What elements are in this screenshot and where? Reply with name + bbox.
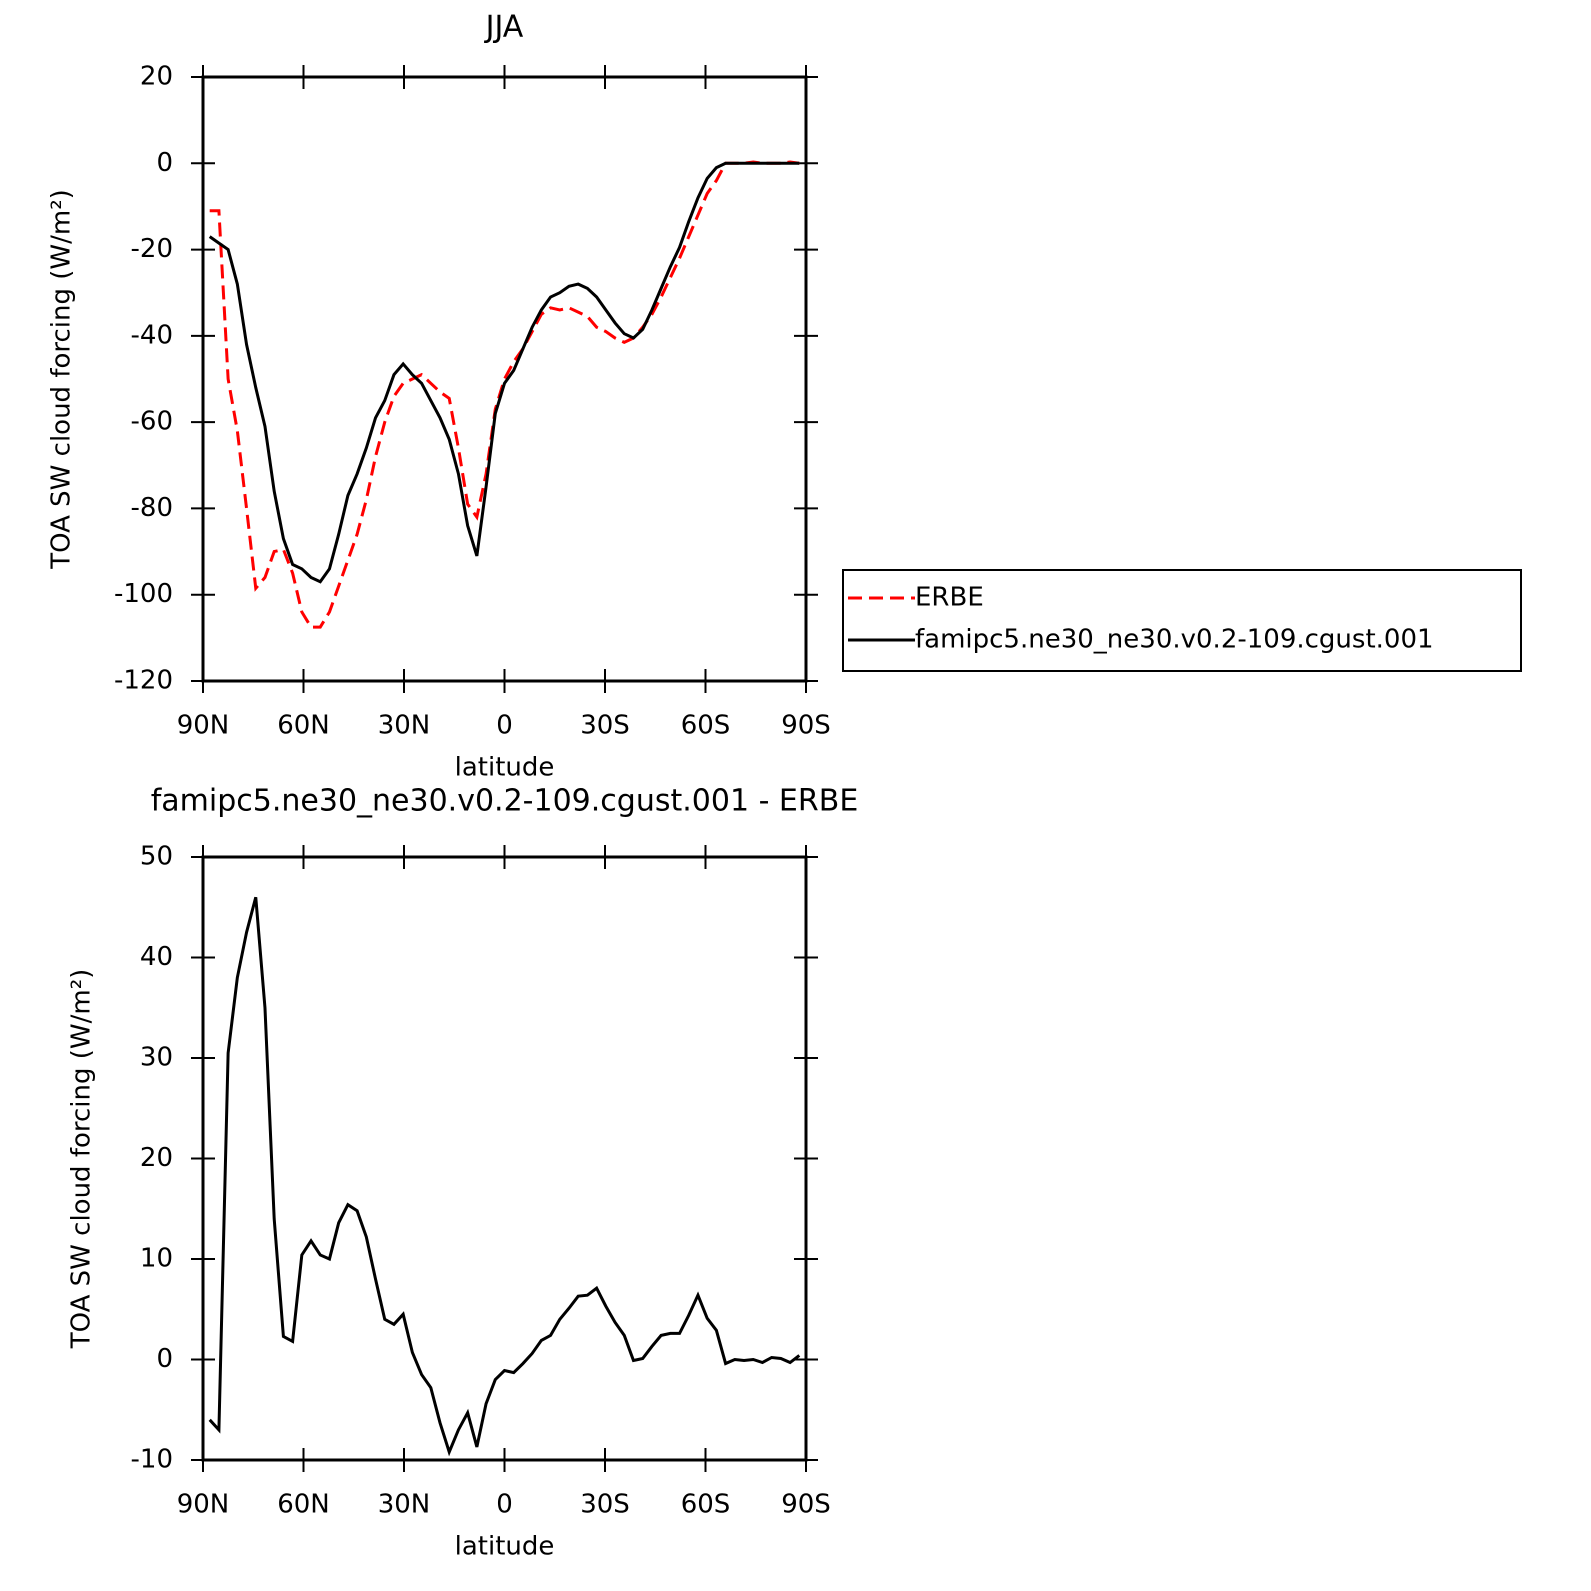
legend-box	[842, 569, 1522, 672]
legend-label: famipc5.ne30_ne30.v0.2-109.cgust.001	[915, 625, 1434, 655]
y-tick-label: -20	[131, 234, 173, 264]
x-tick-label: 30N	[378, 711, 431, 741]
y-tick-label: -120	[114, 666, 173, 696]
y-tick-label: -40	[131, 320, 173, 350]
y-tick-label: 0	[156, 1344, 173, 1374]
y-tick-label: 20	[140, 1143, 173, 1173]
plot-frame	[201, 75, 808, 683]
x-tick-label: 0	[496, 1490, 513, 1520]
x-tick-label: 60N	[277, 1490, 330, 1520]
y-tick-label: -100	[114, 579, 173, 609]
data-line	[209, 160, 800, 629]
data-line	[208, 896, 801, 1457]
y-tick-label: -60	[131, 407, 173, 437]
y-tick-label: 30	[140, 1043, 173, 1073]
x-tick-label: 30N	[378, 1490, 431, 1520]
y-tick-label: 40	[140, 942, 173, 972]
x-tick-label: 0	[496, 711, 513, 741]
x-tick-label: 60S	[681, 711, 731, 741]
x-tick-label: 90N	[177, 711, 230, 741]
y-axis-label: TOA SW cloud forcing (W/m²)	[47, 189, 77, 570]
x-axis-label: latitude	[455, 753, 555, 783]
y-tick-label: -10	[131, 1445, 173, 1475]
chart-title: famipc5.ne30_ne30.v0.2-109.cgust.001 - E…	[151, 784, 859, 819]
y-axis-label: TOA SW cloud forcing (W/m²)	[67, 969, 97, 1350]
legend-label: ERBE	[915, 583, 984, 613]
plot-frame	[201, 855, 808, 1462]
x-axis-label: latitude	[455, 1532, 555, 1562]
x-tick-label: 30S	[580, 711, 630, 741]
x-tick-label: 90S	[781, 1490, 831, 1520]
x-tick-label: 90S	[781, 711, 831, 741]
data-line	[208, 161, 800, 584]
x-tick-label: 30S	[580, 1490, 630, 1520]
y-tick-label: -80	[131, 493, 173, 523]
x-tick-label: 60N	[277, 711, 330, 741]
y-tick-label: 10	[140, 1244, 173, 1274]
y-tick-label: 20	[140, 62, 173, 92]
y-tick-label: 0	[156, 148, 173, 178]
x-tick-label: 60S	[681, 1490, 731, 1520]
chart-title: JJA	[484, 10, 524, 45]
x-tick-label: 90N	[177, 1490, 230, 1520]
y-tick-label: 50	[140, 842, 173, 872]
